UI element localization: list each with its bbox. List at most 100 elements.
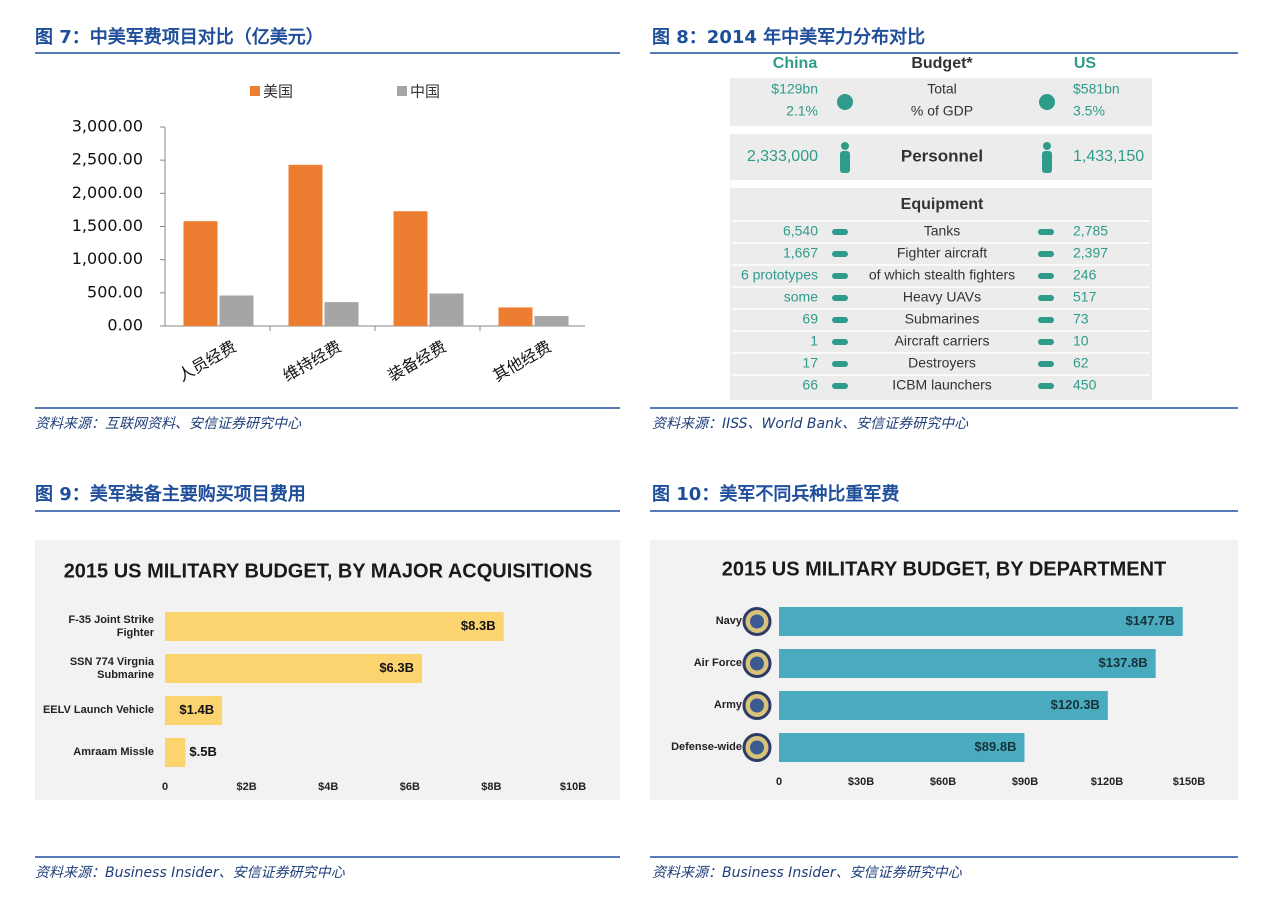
category-label: Navy (715, 615, 742, 627)
x-tick-label: $10B (560, 781, 586, 793)
row-label: Heavy UAVs (903, 289, 981, 305)
icon (832, 295, 848, 301)
row-value: 66 (802, 377, 818, 393)
figure-source: 资料来源：Business Insider、安信证券研究中心 (652, 865, 963, 881)
legend-swatch (250, 86, 260, 96)
category-label-box: Air Force (693, 657, 742, 669)
row-value: 2,333,000 (747, 148, 818, 165)
x-tick-label: 装备经费 (385, 337, 450, 385)
row-value: 10 (1073, 333, 1089, 349)
y-tick-label: 1,000.00 (72, 249, 143, 268)
row-value: 3.5% (1073, 103, 1105, 119)
icon-body (840, 151, 850, 173)
bar (779, 649, 1156, 678)
bar (165, 738, 186, 767)
icon (1038, 317, 1054, 323)
emblem-core (750, 740, 764, 755)
value-label: $8.3B (461, 618, 496, 633)
category-label: EELV Launch Vehicle (42, 704, 154, 716)
legend-label: 中国 (410, 83, 440, 101)
icon (832, 273, 848, 279)
row-value: 450 (1073, 377, 1097, 393)
icon (832, 251, 848, 257)
value-label: $1.4B (179, 702, 214, 717)
emblem-core (750, 656, 764, 671)
bar (183, 221, 218, 326)
y-tick-label: 3,000.00 (72, 117, 143, 136)
y-tick-label: 2,500.00 (72, 150, 143, 169)
legend-swatch (397, 86, 407, 96)
y-tick-label: 0.00 (107, 316, 143, 335)
icon (1038, 251, 1054, 257)
icon (1038, 229, 1054, 235)
chart-title: 2015 US MILITARY BUDGET, BY MAJOR ACQUIS… (64, 560, 593, 582)
row-value: some (784, 289, 818, 305)
bar (779, 733, 1025, 762)
row-label: Submarines (905, 311, 980, 327)
row-value: 2,397 (1073, 245, 1108, 261)
row-value: 17 (802, 355, 818, 371)
column-header: China (773, 55, 818, 72)
row-value: 517 (1073, 289, 1097, 305)
category-label: F-35 Joint Strike Fighter (68, 613, 154, 639)
bar (165, 696, 223, 725)
icon (832, 361, 848, 367)
row-label: of which stealth fighters (869, 267, 1015, 283)
value-label: $137.8B (1098, 655, 1147, 670)
row-label: Personnel (901, 146, 983, 165)
category-label: Army (713, 699, 742, 711)
section-title: Equipment (901, 196, 984, 213)
y-tick-label: 2,000.00 (72, 183, 143, 202)
icon (1038, 295, 1054, 301)
value-label: $89.8B (975, 739, 1017, 754)
row-value: 6 prototypes (741, 267, 818, 283)
row-value: 1,667 (783, 245, 818, 261)
bar (165, 612, 504, 641)
row-value: 1,433,150 (1073, 148, 1144, 165)
icon (1039, 94, 1055, 110)
icon (832, 339, 848, 345)
category-label-box: Army (713, 699, 742, 711)
column-header: Budget* (911, 55, 973, 72)
x-tick-label: 人员经费 (175, 337, 240, 385)
bar (165, 654, 423, 683)
category-label-box: SSN 774 Virgnia Submarine (69, 655, 154, 681)
figure-source: 资料来源：Business Insider、安信证券研究中心 (35, 865, 346, 881)
personnel-box (730, 134, 1152, 180)
icon (832, 317, 848, 323)
x-tick-label: $60B (930, 776, 956, 788)
bar (534, 316, 569, 326)
category-label: SSN 774 Virgnia Submarine (69, 655, 154, 681)
bar (324, 302, 359, 326)
icon-head (841, 142, 849, 150)
value-label: $.5B (189, 744, 216, 759)
category-label-box: EELV Launch Vehicle (42, 704, 154, 716)
figure-caption: 图 10：美军不同兵种比重军费 (652, 483, 899, 505)
x-tick-label: $6B (400, 781, 420, 793)
x-tick-label: 维持经费 (280, 337, 345, 385)
bar (779, 691, 1108, 720)
row-value: 73 (1073, 311, 1089, 327)
x-tick-label: $30B (848, 776, 874, 788)
row-label: Aircraft carriers (895, 333, 990, 349)
x-tick-label: $8B (481, 781, 501, 793)
icon (1038, 339, 1054, 345)
icon (832, 383, 848, 389)
x-tick-label: $150B (1173, 776, 1205, 788)
legend-label: 美国 (263, 83, 293, 101)
category-label-box: Navy (715, 615, 742, 627)
category-label: Air Force (693, 657, 742, 669)
row-label: Destroyers (908, 355, 976, 371)
bar (498, 307, 533, 326)
x-tick-label: 0 (162, 781, 168, 793)
row-value: 6,540 (783, 223, 818, 239)
icon (1038, 383, 1054, 389)
x-tick-label: $2B (237, 781, 257, 793)
value-label: $147.7B (1126, 613, 1175, 628)
icon (837, 94, 853, 110)
row-label: Tanks (924, 223, 961, 239)
y-tick-label: 500.00 (87, 282, 143, 301)
category-label: Defense-wide (671, 741, 742, 753)
row-value: 1 (810, 333, 818, 349)
